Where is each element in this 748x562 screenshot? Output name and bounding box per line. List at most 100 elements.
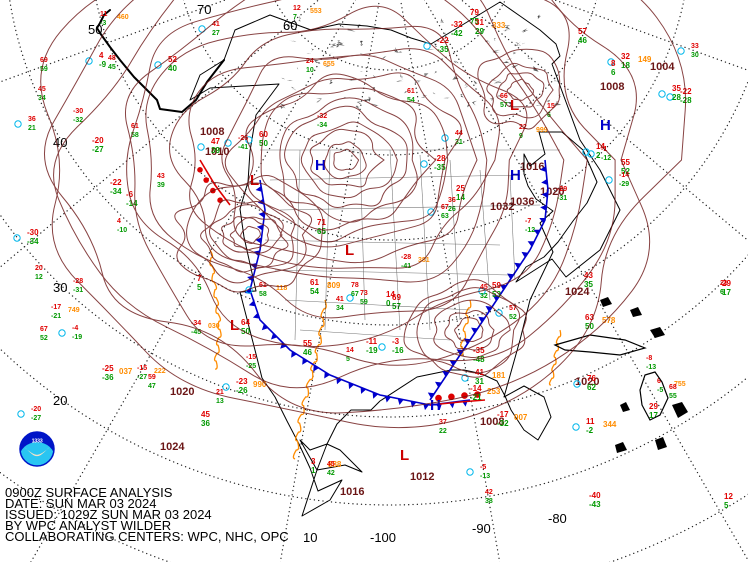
- svg-text:64: 64: [241, 318, 250, 327]
- svg-text:-10: -10: [117, 227, 127, 234]
- svg-text:-4: -4: [72, 325, 78, 332]
- svg-text:47: 47: [148, 383, 156, 390]
- svg-text:21: 21: [720, 280, 728, 287]
- svg-text:1036: 1036: [510, 196, 534, 208]
- svg-text:655: 655: [323, 61, 335, 68]
- svg-text:39: 39: [211, 146, 220, 155]
- svg-text:20: 20: [35, 265, 43, 272]
- svg-text:20: 20: [53, 393, 67, 408]
- svg-text:-17: -17: [51, 304, 61, 311]
- svg-text:030: 030: [208, 323, 220, 330]
- svg-text:12: 12: [293, 5, 301, 12]
- svg-text:78: 78: [351, 282, 359, 289]
- svg-text:11: 11: [100, 11, 108, 18]
- svg-text:36: 36: [448, 197, 456, 204]
- svg-text:460: 460: [117, 14, 129, 21]
- svg-text:-17: -17: [497, 410, 509, 419]
- svg-text:35: 35: [584, 280, 593, 289]
- svg-text:48: 48: [108, 55, 116, 62]
- svg-text:-40: -40: [589, 491, 601, 500]
- svg-text:54: 54: [310, 287, 319, 296]
- svg-text:1024: 1024: [160, 441, 185, 453]
- svg-text:30: 30: [691, 52, 699, 59]
- svg-text:29: 29: [649, 402, 658, 411]
- svg-text:-15: -15: [137, 365, 147, 372]
- svg-text:149: 149: [638, 55, 652, 64]
- svg-text:-100: -100: [370, 530, 396, 545]
- svg-text:007: 007: [514, 413, 528, 422]
- svg-text:36: 36: [201, 419, 210, 428]
- svg-text:-22: -22: [437, 36, 449, 45]
- svg-text:-41: -41: [238, 144, 248, 151]
- svg-text:-30: -30: [73, 108, 83, 115]
- svg-text:57: 57: [500, 102, 508, 109]
- svg-text:H: H: [430, 397, 441, 414]
- svg-text:-27: -27: [137, 374, 147, 381]
- svg-text:14: 14: [346, 347, 354, 354]
- svg-text:-27: -27: [92, 145, 104, 154]
- svg-text:0: 0: [386, 299, 391, 308]
- svg-text:1333: 1333: [32, 439, 43, 445]
- svg-text:76: 76: [587, 374, 596, 383]
- svg-text:-32: -32: [451, 20, 463, 29]
- svg-text:181: 181: [492, 371, 506, 380]
- svg-text:33: 33: [691, 43, 699, 50]
- svg-text:52: 52: [509, 314, 517, 321]
- svg-text:36: 36: [28, 116, 36, 123]
- svg-text:45: 45: [108, 64, 116, 71]
- svg-text:59: 59: [148, 374, 156, 381]
- svg-text:1: 1: [311, 466, 316, 475]
- svg-text:41: 41: [212, 21, 220, 28]
- svg-text:-80: -80: [548, 511, 567, 526]
- svg-text:11: 11: [586, 417, 595, 426]
- svg-text:L: L: [400, 447, 409, 464]
- svg-text:-9: -9: [99, 60, 107, 69]
- svg-text:-5: -5: [657, 387, 663, 394]
- svg-text:69: 69: [392, 293, 401, 302]
- svg-text:333: 333: [492, 21, 506, 30]
- svg-text:1008: 1008: [600, 81, 624, 93]
- svg-text:59: 59: [360, 299, 368, 306]
- svg-text:45: 45: [201, 410, 210, 419]
- svg-text:50: 50: [259, 139, 268, 148]
- svg-text:30: 30: [53, 280, 67, 295]
- svg-text:62: 62: [587, 383, 596, 392]
- svg-text:-12: -12: [601, 155, 611, 162]
- svg-text:22: 22: [439, 428, 447, 435]
- svg-text:-7: -7: [525, 218, 531, 225]
- svg-text:-29: -29: [619, 181, 629, 188]
- svg-text:46: 46: [578, 36, 587, 45]
- svg-text:39: 39: [157, 182, 165, 189]
- svg-text:-3: -3: [100, 20, 106, 27]
- svg-text:79: 79: [470, 8, 479, 17]
- svg-text:70: 70: [197, 2, 211, 17]
- svg-text:7: 7: [293, 14, 297, 21]
- svg-text:222: 222: [154, 368, 166, 375]
- svg-text:-21: -21: [51, 313, 61, 320]
- svg-text:6: 6: [720, 289, 724, 296]
- svg-text:1016: 1016: [340, 486, 364, 498]
- svg-text:-30: -30: [27, 228, 39, 237]
- svg-text:52: 52: [40, 335, 48, 342]
- svg-text:-25: -25: [102, 364, 114, 373]
- svg-text:-13: -13: [480, 473, 490, 480]
- svg-text:32: 32: [480, 293, 488, 300]
- svg-text:12: 12: [35, 274, 43, 281]
- svg-text:61: 61: [407, 88, 415, 95]
- svg-text:-34: -34: [27, 237, 39, 246]
- svg-text:31: 31: [475, 18, 484, 27]
- svg-text:67: 67: [441, 204, 449, 211]
- svg-text:42: 42: [485, 489, 493, 496]
- svg-text:-19: -19: [366, 346, 378, 355]
- svg-text:5: 5: [197, 283, 202, 292]
- svg-text:10: 10: [303, 530, 317, 545]
- svg-text:67: 67: [351, 291, 359, 298]
- svg-text:47: 47: [211, 137, 220, 146]
- svg-text:-8: -8: [646, 355, 652, 362]
- svg-text:10: 10: [306, 67, 314, 74]
- svg-text:-22: -22: [110, 178, 122, 187]
- svg-text:57: 57: [392, 302, 401, 311]
- svg-text:-2: -2: [586, 426, 594, 435]
- svg-text:-32: -32: [317, 113, 327, 120]
- svg-text:-13: -13: [646, 364, 656, 371]
